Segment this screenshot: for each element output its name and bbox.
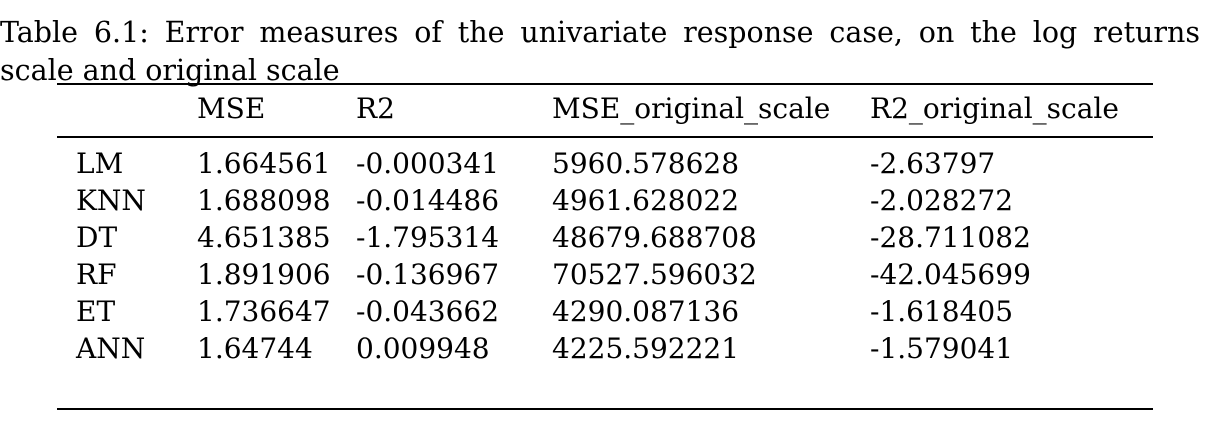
row-label: RF xyxy=(76,258,117,291)
cell-r2: -1.795314 xyxy=(356,221,500,254)
cell-r2: 0.009948 xyxy=(356,332,490,365)
cell-mse-original-scale: 48679.688708 xyxy=(552,221,757,254)
table-header-rule xyxy=(57,136,1153,138)
row-label: ANN xyxy=(76,332,146,365)
cell-r2-original-scale: -42.045699 xyxy=(870,258,1031,291)
cell-mse-original-scale: 70527.596032 xyxy=(552,258,757,291)
caption-line-1: Table 6.1: Error measures of the univari… xyxy=(0,16,1200,49)
table-caption: Table 6.1: Error measures of the univari… xyxy=(0,14,1200,90)
caption-line-2: scale and original scale xyxy=(0,54,340,87)
table-bottom-rule xyxy=(57,408,1153,410)
cell-r2-original-scale: -1.618405 xyxy=(870,295,1014,328)
cell-r2-original-scale: -28.711082 xyxy=(870,221,1031,254)
cell-r2: -0.043662 xyxy=(356,295,500,328)
cell-r2-original-scale: -1.579041 xyxy=(870,332,1014,365)
cell-mse-original-scale: 4290.087136 xyxy=(552,295,740,328)
cell-mse-original-scale: 4961.628022 xyxy=(552,184,740,217)
header-mse: MSE xyxy=(197,92,266,125)
cell-r2-original-scale: -2.028272 xyxy=(870,184,1014,217)
cell-r2-original-scale: -2.63797 xyxy=(870,147,996,180)
cell-r2: -0.000341 xyxy=(356,147,500,180)
cell-r2: -0.136967 xyxy=(356,258,500,291)
row-label: ET xyxy=(76,295,116,328)
cell-mse: 1.688098 xyxy=(197,184,331,217)
cell-mse: 1.891906 xyxy=(197,258,331,291)
header-mse-original-scale: MSE_original_scale xyxy=(552,92,831,125)
header-r2-original-scale: R2_original_scale xyxy=(870,92,1119,125)
cell-mse: 1.664561 xyxy=(197,147,331,180)
cell-mse: 1.64744 xyxy=(197,332,313,365)
cell-mse: 4.651385 xyxy=(197,221,331,254)
cell-mse-original-scale: 4225.592221 xyxy=(552,332,740,365)
cell-mse: 1.736647 xyxy=(197,295,331,328)
row-label: LM xyxy=(76,147,124,180)
cell-mse-original-scale: 5960.578628 xyxy=(552,147,740,180)
row-label: KNN xyxy=(76,184,146,217)
header-r2: R2 xyxy=(356,92,395,125)
row-label: DT xyxy=(76,221,118,254)
cell-r2: -0.014486 xyxy=(356,184,500,217)
table-top-rule xyxy=(57,83,1153,85)
